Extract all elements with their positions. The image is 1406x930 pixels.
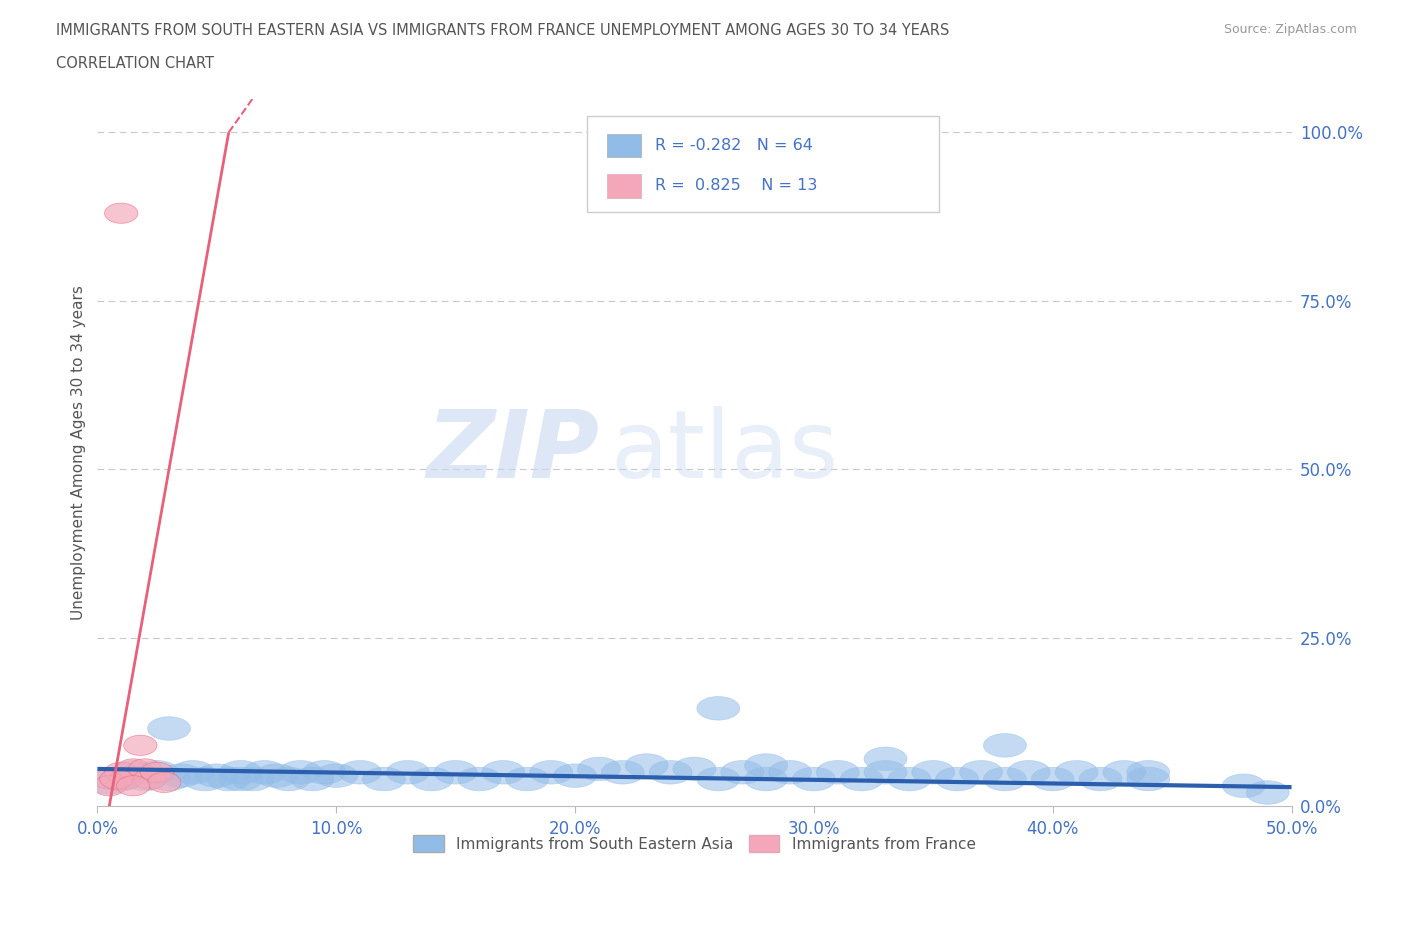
- Ellipse shape: [912, 761, 955, 784]
- Ellipse shape: [745, 754, 787, 777]
- Ellipse shape: [278, 761, 322, 784]
- Ellipse shape: [554, 764, 596, 788]
- Ellipse shape: [363, 767, 405, 790]
- Ellipse shape: [650, 761, 692, 784]
- Ellipse shape: [1102, 761, 1146, 784]
- Ellipse shape: [1126, 761, 1170, 784]
- Ellipse shape: [104, 763, 138, 782]
- Ellipse shape: [219, 761, 262, 784]
- Ellipse shape: [983, 767, 1026, 790]
- Ellipse shape: [302, 761, 346, 784]
- Text: ZIP: ZIP: [426, 406, 599, 498]
- Ellipse shape: [148, 717, 190, 740]
- Ellipse shape: [117, 759, 150, 779]
- Ellipse shape: [254, 764, 298, 788]
- Y-axis label: Unemployment Among Ages 30 to 34 years: Unemployment Among Ages 30 to 34 years: [72, 285, 86, 619]
- Ellipse shape: [935, 767, 979, 790]
- Ellipse shape: [697, 767, 740, 790]
- Ellipse shape: [128, 759, 162, 779]
- Ellipse shape: [291, 767, 333, 790]
- Ellipse shape: [1007, 761, 1050, 784]
- Ellipse shape: [458, 767, 501, 790]
- Legend: Immigrants from South Eastern Asia, Immigrants from France: Immigrants from South Eastern Asia, Immi…: [408, 829, 981, 858]
- Ellipse shape: [183, 767, 226, 790]
- FancyBboxPatch shape: [607, 134, 641, 157]
- Ellipse shape: [141, 763, 174, 782]
- Ellipse shape: [530, 761, 572, 784]
- Ellipse shape: [578, 757, 620, 780]
- Ellipse shape: [697, 697, 740, 720]
- Ellipse shape: [602, 761, 644, 784]
- Ellipse shape: [100, 767, 143, 790]
- Text: atlas: atlas: [610, 406, 839, 498]
- Ellipse shape: [219, 767, 262, 790]
- Text: Source: ZipAtlas.com: Source: ZipAtlas.com: [1223, 23, 1357, 36]
- Ellipse shape: [243, 761, 285, 784]
- Ellipse shape: [134, 769, 167, 790]
- Ellipse shape: [315, 764, 357, 788]
- Text: R =  0.825    N = 13: R = 0.825 N = 13: [655, 179, 817, 193]
- Ellipse shape: [721, 761, 763, 784]
- Ellipse shape: [959, 761, 1002, 784]
- Ellipse shape: [267, 767, 309, 790]
- Ellipse shape: [93, 769, 127, 790]
- Ellipse shape: [983, 734, 1026, 757]
- Ellipse shape: [148, 772, 181, 792]
- Ellipse shape: [769, 761, 811, 784]
- Ellipse shape: [387, 761, 429, 784]
- FancyBboxPatch shape: [607, 174, 641, 198]
- Text: CORRELATION CHART: CORRELATION CHART: [56, 56, 214, 71]
- Ellipse shape: [207, 767, 250, 790]
- Ellipse shape: [626, 754, 668, 777]
- Ellipse shape: [195, 764, 238, 788]
- Ellipse shape: [1031, 767, 1074, 790]
- Ellipse shape: [172, 761, 214, 784]
- Ellipse shape: [339, 761, 381, 784]
- Ellipse shape: [117, 776, 150, 796]
- Ellipse shape: [793, 767, 835, 790]
- Ellipse shape: [411, 767, 453, 790]
- Ellipse shape: [1222, 774, 1265, 798]
- Ellipse shape: [841, 767, 883, 790]
- Ellipse shape: [159, 764, 202, 788]
- Ellipse shape: [673, 757, 716, 780]
- Ellipse shape: [104, 203, 138, 223]
- FancyBboxPatch shape: [586, 116, 939, 212]
- Ellipse shape: [111, 761, 155, 784]
- Ellipse shape: [93, 776, 127, 796]
- Ellipse shape: [100, 769, 134, 790]
- Ellipse shape: [506, 767, 548, 790]
- Ellipse shape: [124, 736, 157, 755]
- Ellipse shape: [865, 761, 907, 784]
- Ellipse shape: [745, 767, 787, 790]
- Ellipse shape: [865, 747, 907, 771]
- Ellipse shape: [482, 761, 524, 784]
- Ellipse shape: [124, 767, 167, 790]
- Ellipse shape: [1054, 761, 1098, 784]
- Ellipse shape: [110, 769, 143, 790]
- Ellipse shape: [87, 771, 131, 794]
- Ellipse shape: [135, 761, 179, 784]
- Ellipse shape: [817, 761, 859, 784]
- Text: R = -0.282   N = 64: R = -0.282 N = 64: [655, 138, 813, 153]
- Ellipse shape: [1246, 780, 1289, 804]
- Ellipse shape: [231, 767, 274, 790]
- Ellipse shape: [434, 761, 477, 784]
- Text: IMMIGRANTS FROM SOUTH EASTERN ASIA VS IMMIGRANTS FROM FRANCE UNEMPLOYMENT AMONG : IMMIGRANTS FROM SOUTH EASTERN ASIA VS IM…: [56, 23, 949, 38]
- Ellipse shape: [148, 767, 190, 790]
- Ellipse shape: [1078, 767, 1122, 790]
- Ellipse shape: [889, 767, 931, 790]
- Ellipse shape: [1126, 767, 1170, 790]
